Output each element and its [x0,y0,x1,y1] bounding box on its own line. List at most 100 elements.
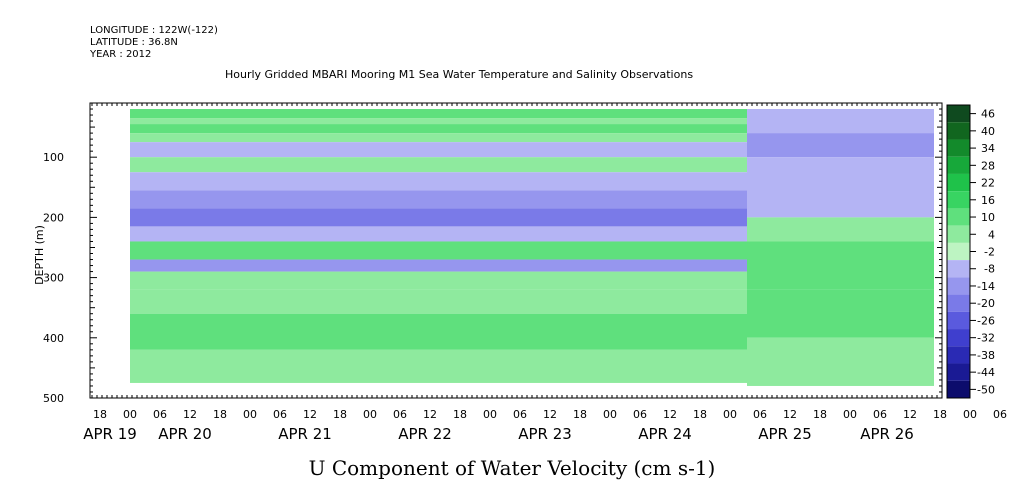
y-tick-label: 300 [43,272,64,285]
colorbar-label: 22 [981,177,995,190]
colorbar-label: 40 [981,125,995,138]
colorbar-label: -8 [984,263,995,276]
late-band [747,109,934,134]
x-day-label: APR 23 [518,425,572,443]
colorbar-label: -38 [977,349,995,362]
x-tick-label: 18 [933,408,947,421]
x-tick-label: 18 [213,408,227,421]
colorbar-swatch [947,380,970,398]
colorbar: 46 40 34 28 22 16 10 4 -2 -8 -14 -20 -26 -32 -38 -44 -50 [946,104,995,399]
year-label: YEAR : 2012 [90,49,152,60]
x-tick-label: 18 [813,408,827,421]
colorbar-swatch [947,329,970,347]
x-tick-label: 00 [483,408,497,421]
colorbar-swatch [947,105,970,123]
x-tick-label: 06 [633,408,647,421]
x-tick-label: 12 [423,408,437,421]
x-tick-label: 06 [993,408,1007,421]
colorbar-swatch [947,122,970,140]
x-tick-label: 00 [243,408,257,421]
depth-band [130,349,747,383]
depth-band [130,241,747,260]
x-tick-label: 12 [183,408,197,421]
x-tick-label: 18 [693,408,707,421]
colorbar-swatch [947,346,970,364]
x-day-label: APR 24 [638,425,692,443]
colorbar-swatch [947,156,970,174]
colorbar-label: 46 [981,108,995,121]
depth-band [130,271,747,290]
y-tick-label: 200 [43,211,64,224]
x-day-label: APR 25 [758,425,812,443]
x-day-label: APR 22 [398,425,452,443]
chart-title: U Component of Water Velocity (cm s-1) [309,456,716,480]
x-tick-label: 06 [513,408,527,421]
x-tick-label: 12 [783,408,797,421]
late-band [747,337,934,386]
x-tick-label: 12 [543,408,557,421]
late-band [747,133,934,158]
colorbar-swatch [947,225,970,243]
plot-area [130,109,747,383]
plot-frame [89,102,943,399]
colorbar-label: -50 [977,383,995,396]
x-tick-label: 06 [153,408,167,421]
x-tick-label: 06 [753,408,767,421]
depth-band [130,142,747,158]
latitude-label: LATITUDE : 36.8N [90,37,178,48]
x-tick-label: 06 [273,408,287,421]
colorbar-swatch [947,260,970,278]
x-tick-label: 00 [363,408,377,421]
colorbar-label: -2 [984,246,995,259]
colorbar-swatch [947,294,970,312]
colorbar-label: -32 [977,332,995,345]
depth-band [130,172,747,191]
x-tick-label: 00 [843,408,857,421]
x-tick-label: 18 [453,408,467,421]
depth-band [130,190,747,209]
late-band [747,157,934,218]
x-tick-label: 18 [573,408,587,421]
colorbar-label: 4 [988,228,995,241]
x-tick-label: 00 [603,408,617,421]
late-band [747,241,934,290]
x-tick-label: 00 [723,408,737,421]
colorbar-swatch [947,208,970,226]
x-tick-label: 00 [123,408,137,421]
colorbar-swatch [947,139,970,157]
depth-band [130,313,747,350]
colorbar-label: -26 [977,314,995,327]
x-tick-label: 18 [93,408,107,421]
colorbar-label: -44 [977,366,995,379]
x-ticks: 18 00 06 12 18 00 06 12 18 00 06 12 18 00 06 12 18 00 06 12… [83,103,1007,443]
colorbar-label: 16 [981,194,995,207]
colorbar-label: -14 [977,280,995,293]
figure-title: Hourly Gridded MBARI Mooring M1 Sea Wate… [225,68,694,81]
late-band [747,289,934,338]
colorbar-swatch [947,363,970,381]
y-tick-label: 400 [43,332,64,345]
depth-band [130,118,747,125]
late-band [747,217,934,242]
x-tick-label: 18 [333,408,347,421]
colorbar-swatch [947,242,970,261]
colorbar-label: 10 [981,211,995,224]
depth-band [130,226,747,242]
colorbar-swatch [947,311,970,330]
colorbar-swatch [947,277,970,295]
y-ticks: 100 200 300 400 500 [43,108,942,405]
x-tick-label: 12 [303,408,317,421]
depth-band [130,124,747,134]
depth-band [130,259,747,272]
longitude-label: LONGITUDE : 122W(-122) [90,25,218,36]
depth-band [130,109,747,119]
x-day-label: APR 26 [860,425,914,443]
x-tick-label: 12 [903,408,917,421]
y-tick-label: 100 [43,151,64,164]
y-axis-label: DEPTH (m) [33,225,46,285]
x-tick-label: 12 [663,408,677,421]
depth-band [130,157,747,173]
late-period-area [747,109,934,386]
x-day-label: APR 21 [278,425,332,443]
depth-band [130,208,747,227]
